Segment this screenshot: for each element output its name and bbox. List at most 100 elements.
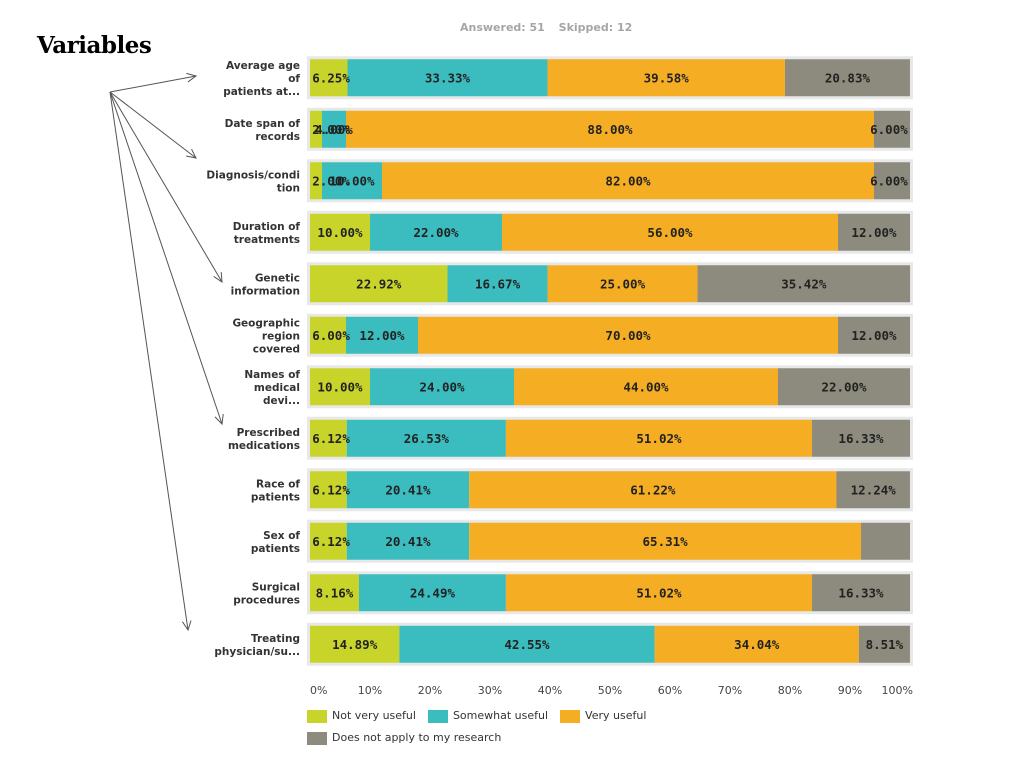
skipped-count: Skipped: 12 (558, 21, 633, 34)
bar-segment (812, 574, 910, 612)
bar-segment (310, 574, 359, 612)
bar-value-label: 16.33% (838, 431, 884, 446)
category-label: Genetic information (231, 272, 300, 297)
bar-value-label: 16.33% (838, 585, 884, 600)
bar-value-label: 6.25% (312, 70, 350, 85)
bar-value-label: 6.00% (312, 328, 350, 343)
bar-segment (310, 265, 448, 303)
bar-value-label: 70.00% (605, 328, 651, 343)
bar-value-label: 2.00% (312, 173, 350, 188)
legend-label: Does not apply to my research (332, 731, 502, 744)
x-tick-label: 0% (310, 684, 327, 697)
annotation-arrow-line (109, 91, 223, 283)
bar-segment (547, 265, 698, 303)
annotation-arrow-line (109, 75, 197, 93)
legend-item: Somewhat useful (427, 709, 548, 723)
x-tick-label: 10% (358, 684, 382, 697)
bar-value-label: 42.55% (504, 637, 550, 652)
bar-segment (502, 213, 838, 251)
bar-segment (347, 59, 548, 97)
bar-segment (370, 213, 502, 251)
bar-segment (874, 110, 910, 148)
bar-segment (836, 471, 910, 509)
bar-value-label: 51.02% (636, 585, 682, 600)
annotation-arrow-line (109, 91, 223, 425)
bar-value-label: 20.83% (825, 70, 871, 85)
bar-segment (310, 368, 370, 406)
category-label: Average age of patients at... (223, 60, 300, 98)
bar-segment (310, 162, 322, 200)
bar-value-label: 8.51% (866, 637, 904, 652)
x-tick-label: 100% (882, 684, 913, 697)
bar-segment (784, 59, 910, 97)
bar-segment (861, 522, 910, 560)
bar-value-label: 22.00% (413, 225, 459, 240)
category-label: Race of patients (251, 478, 301, 503)
bar-value-label: 24.49% (410, 585, 456, 600)
bar-value-label: 39.58% (644, 70, 690, 85)
bar-segment (310, 59, 348, 97)
x-tick-label: 50% (598, 684, 622, 697)
bar-segment (346, 110, 874, 148)
bar-value-label: 16.67% (475, 276, 521, 291)
bar-value-label: 6.12% (312, 482, 350, 497)
bar-value-label: 20.41% (385, 534, 431, 549)
legend-label: Very useful (585, 709, 647, 722)
bar-value-label: 6.00% (870, 122, 908, 137)
bar-value-label: 12.00% (851, 225, 897, 240)
bar-value-label: 65.31% (643, 534, 689, 549)
bar-value-label: 22.00% (821, 379, 867, 394)
bar-value-label: 2.00% (312, 122, 350, 137)
bar-segment (310, 625, 400, 663)
bar-value-label: 4.00% (315, 122, 353, 137)
x-tick-label: 20% (418, 684, 442, 697)
bar-value-label: 8.16% (316, 585, 354, 600)
annotation-arrow-line (109, 91, 189, 631)
legend-item: Very useful (560, 709, 646, 723)
bar-segment (310, 471, 347, 509)
category-label: Names of medical devi... (244, 369, 300, 407)
bar-segment (547, 59, 785, 97)
bar-value-label: 61.22% (630, 482, 676, 497)
bar-segment (310, 522, 347, 560)
bar-segment (838, 316, 910, 354)
x-tick-label: 30% (478, 684, 502, 697)
bar-value-label: 12.24% (851, 482, 897, 497)
bar-value-label: 10.00% (317, 379, 363, 394)
x-tick-label: 80% (778, 684, 802, 697)
legend-label: Not very useful (332, 709, 416, 722)
bar-segment (469, 522, 862, 560)
bar-segment (310, 110, 322, 148)
bar-value-label: 6.12% (312, 534, 350, 549)
bar-segment (346, 471, 470, 509)
x-axis-ticks: 0% 10% 20% 30% 40% 50% 60% 70% 80% 90% 100% (310, 684, 913, 697)
bar-segment (346, 316, 418, 354)
category-labels: Average age of patients at... Date span of r… (206, 60, 300, 658)
bar-value-label: 10.00% (329, 173, 375, 188)
bar-value-label: 88.00% (587, 122, 633, 137)
bar-value-label: 12.00% (359, 328, 405, 343)
bar-value-label: 10.00% (317, 225, 363, 240)
bar-value-label: 34.04% (734, 637, 780, 652)
bar-segment (514, 368, 778, 406)
bar-segment (310, 419, 347, 457)
bar-segment (346, 419, 506, 457)
bar-segment (812, 419, 910, 457)
bar-value-labels: 6.25% 33.33% 39.58% 20.83%2.00%4.00% 88.00% 6… (312, 70, 908, 652)
annotation-arrow-head (214, 414, 224, 426)
legend-item: Not very useful (307, 709, 416, 723)
legend-swatch (307, 709, 327, 723)
bar-value-label: 22.92% (356, 276, 402, 291)
bar-segment (858, 625, 910, 663)
bar-value-label: 6.00% (870, 173, 908, 188)
variables-annotation-title: Variables (37, 32, 152, 59)
category-label: Geographic region covered (232, 317, 300, 355)
annotation-arrows (109, 72, 224, 632)
bar-segment (418, 316, 838, 354)
annotation-arrow-head (181, 620, 192, 632)
category-label: Date span of records (225, 118, 301, 143)
bar-segment (310, 316, 346, 354)
bar-segment (838, 213, 910, 251)
annotation-arrow-head (186, 148, 197, 159)
